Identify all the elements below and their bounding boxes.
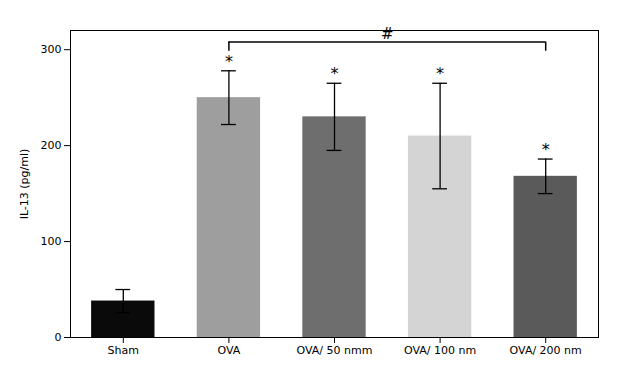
svg-text:300: 300 bbox=[41, 43, 62, 56]
svg-text:Sham: Sham bbox=[108, 344, 139, 357]
svg-text:100: 100 bbox=[41, 235, 62, 248]
svg-text:OVA/ 100 nm: OVA/ 100 nm bbox=[404, 344, 476, 357]
svg-text:OVA/ 200 nm: OVA/ 200 nm bbox=[510, 344, 582, 357]
svg-text:*: * bbox=[225, 52, 233, 71]
svg-text:*: * bbox=[542, 140, 550, 159]
svg-text:OVA/ 50 nmm: OVA/ 50 nmm bbox=[297, 344, 373, 357]
svg-text:0: 0 bbox=[55, 331, 62, 344]
svg-text:*: * bbox=[331, 64, 339, 83]
svg-text:*: * bbox=[436, 64, 444, 83]
svg-text:OVA: OVA bbox=[217, 344, 240, 357]
svg-text:#: # bbox=[381, 25, 394, 43]
svg-text:IL-13 (pg/ml): IL-13 (pg/ml) bbox=[18, 149, 31, 220]
svg-text:200: 200 bbox=[41, 139, 62, 152]
